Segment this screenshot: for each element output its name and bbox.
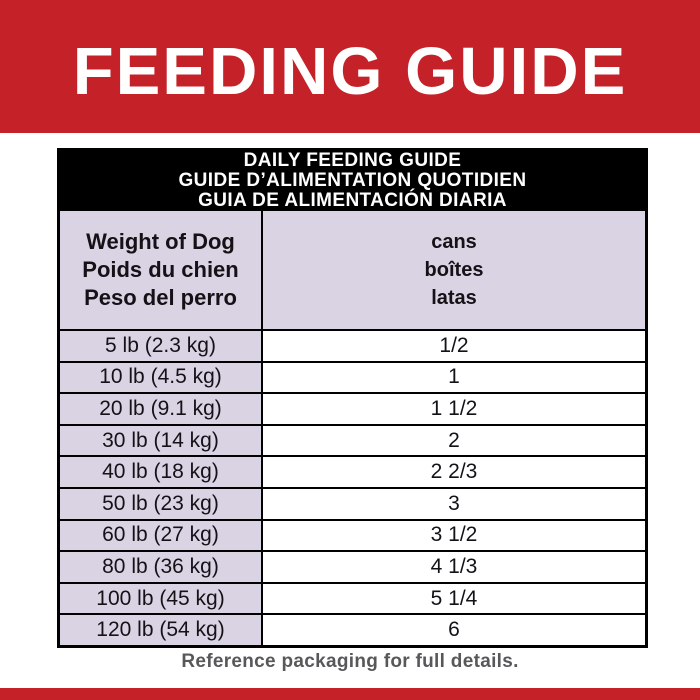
weight-cell: 80 lb (36 kg): [60, 552, 263, 582]
cans-cell: 4 1/3: [263, 552, 645, 582]
column-header-weight: Weight of Dog Poids du chien Peso del pe…: [60, 211, 263, 329]
table-row: 40 lb (18 kg) 2 2/3: [60, 457, 645, 489]
weight-cell: 20 lb (9.1 kg): [60, 394, 263, 424]
cans-cell: 2 2/3: [263, 457, 645, 487]
table-row: 100 lb (45 kg) 5 1/4: [60, 583, 645, 616]
feeding-guide-banner: FEEDING GUIDE: [0, 0, 700, 133]
cans-cell: 3: [263, 488, 645, 519]
table-row: 120 lb (54 kg) 6: [60, 615, 645, 645]
table-row: 60 lb (27 kg) 3 1/2: [60, 520, 645, 553]
weight-cell: 30 lb (14 kg): [60, 425, 263, 456]
table-row: 50 lb (23 kg) 3: [60, 488, 645, 521]
cans-header-spanish: latas: [431, 287, 477, 309]
table-row: 10 lb (4.5 kg) 1: [60, 362, 645, 395]
table-title-band: DAILY FEEDING GUIDE GUIDE D’ALIMENTATION…: [60, 151, 645, 211]
table-title-english: DAILY FEEDING GUIDE: [243, 150, 462, 171]
cans-cell: 5 1/4: [263, 583, 645, 614]
weight-cell: 50 lb (23 kg): [60, 488, 263, 519]
cans-cell: 2: [263, 425, 645, 456]
column-header-cans: cans boîtes latas: [263, 211, 645, 329]
weight-cell: 120 lb (54 kg): [60, 615, 263, 645]
weight-header-french: Poids du chien: [82, 257, 239, 282]
cans-cell: 1: [263, 362, 645, 393]
table-row: 80 lb (36 kg) 4 1/3: [60, 552, 645, 584]
table-row: 5 lb (2.3 kg) 1/2: [60, 331, 645, 363]
table-row: 20 lb (9.1 kg) 1 1/2: [60, 394, 645, 426]
weight-header-spanish: Peso del perro: [84, 285, 237, 310]
daily-feeding-guide-table: DAILY FEEDING GUIDE GUIDE D’ALIMENTATION…: [57, 148, 648, 648]
cans-cell: 3 1/2: [263, 520, 645, 551]
weight-cell: 10 lb (4.5 kg): [60, 362, 263, 393]
weight-cell: 5 lb (2.3 kg): [60, 331, 263, 361]
weight-header-english: Weight of Dog: [86, 229, 235, 254]
weight-cell: 40 lb (18 kg): [60, 457, 263, 487]
cans-cell: 6: [263, 615, 645, 645]
weight-cell: 100 lb (45 kg): [60, 583, 263, 614]
banner-title: FEEDING GUIDE: [72, 34, 628, 109]
cans-cell: 1/2: [263, 331, 645, 361]
bottom-red-strip: [0, 688, 700, 700]
footer-note: Reference packaging for full details.: [181, 651, 519, 672]
table-row: 30 lb (14 kg) 2: [60, 425, 645, 458]
cans-header-french: boîtes: [424, 259, 484, 281]
table-title-french: GUIDE D’ALIMENTATION QUOTIDIEN: [178, 170, 527, 191]
cans-cell: 1 1/2: [263, 394, 645, 424]
table-header-row: Weight of Dog Poids du chien Peso del pe…: [60, 211, 645, 331]
weight-cell: 60 lb (27 kg): [60, 520, 263, 551]
table-title-spanish: GUIA DE ALIMENTACIÓN DIARIA: [198, 190, 507, 211]
cans-header-english: cans: [431, 231, 477, 253]
